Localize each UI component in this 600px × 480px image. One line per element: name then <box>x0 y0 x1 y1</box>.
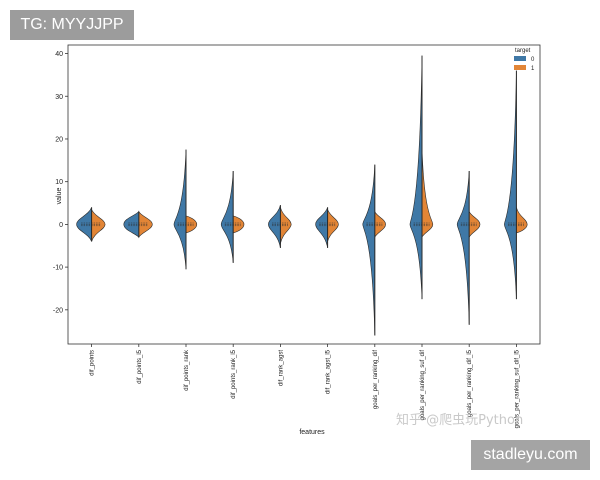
x-tick-label: dif_points_l5 <box>137 349 143 383</box>
x-tick-label: goals_per_ranking_suf_dif <box>420 350 426 421</box>
x-tick-label: dif_points_rank_l5 <box>231 349 237 398</box>
violin-half-target-0 <box>173 149 187 270</box>
y-tick-label: 0 <box>59 222 63 229</box>
x-tick-label: goals_per_ranking_dif <box>373 350 379 409</box>
violin-half-target-1 <box>516 207 528 234</box>
y-tick-label: -10 <box>53 265 63 272</box>
violin-half-target-0 <box>220 170 234 263</box>
violin-half-target-0 <box>315 207 328 248</box>
x-tick-label: dif_points <box>90 350 96 376</box>
legend-swatch-1 <box>514 65 526 70</box>
y-tick-label: 20 <box>55 136 63 143</box>
violin-half-target-1 <box>421 147 434 238</box>
legend-title: target <box>515 48 531 54</box>
site-badge: stadleyu.com <box>471 440 590 470</box>
x-axis: dif_points dif_points_l5 dif_points_rank di… <box>90 344 520 428</box>
violin-half-target-0 <box>362 164 376 336</box>
violin-half-target-0 <box>504 70 517 300</box>
x-tick-label: dif_points_rank <box>184 349 190 391</box>
violin-half-target-1 <box>91 209 106 242</box>
y-tick-label: 10 <box>55 179 63 186</box>
violins <box>76 55 528 336</box>
y-tick-label: 30 <box>55 94 63 101</box>
violin-half-target-1 <box>327 209 339 242</box>
violin-half-target-1 <box>280 207 292 244</box>
violin-half-target-0 <box>409 55 423 300</box>
legend-label-0: 0 <box>531 57 535 63</box>
y-axis-label: value <box>56 188 63 205</box>
x-axis-label: features <box>299 429 325 436</box>
x-tick-label: goals_per_ranking_suf_dif_l5 <box>514 349 520 428</box>
legend-swatch-0 <box>514 56 526 61</box>
violin-half-target-0 <box>456 170 470 325</box>
legend-label-1: 1 <box>531 66 535 72</box>
violin-half-target-1 <box>138 210 153 239</box>
x-tick-label: dif_rank_agst <box>278 350 284 386</box>
legend: target 0 1 <box>514 48 535 72</box>
y-tick-label: -20 <box>53 307 63 314</box>
x-tick-label: goals_per_ranking_dif_l5 <box>467 349 473 417</box>
tg-badge: TG: MYYJJPP <box>10 10 134 40</box>
x-tick-label: dif_rank_agst_l5 <box>326 349 332 394</box>
y-axis: -20 -10 0 10 20 30 40 <box>53 51 68 314</box>
watermark: 知乎 @爬虫玩Python <box>396 413 524 428</box>
plot-frame <box>67 44 541 345</box>
violin-half-target-0 <box>268 205 281 248</box>
y-tick-label: 40 <box>55 51 63 58</box>
